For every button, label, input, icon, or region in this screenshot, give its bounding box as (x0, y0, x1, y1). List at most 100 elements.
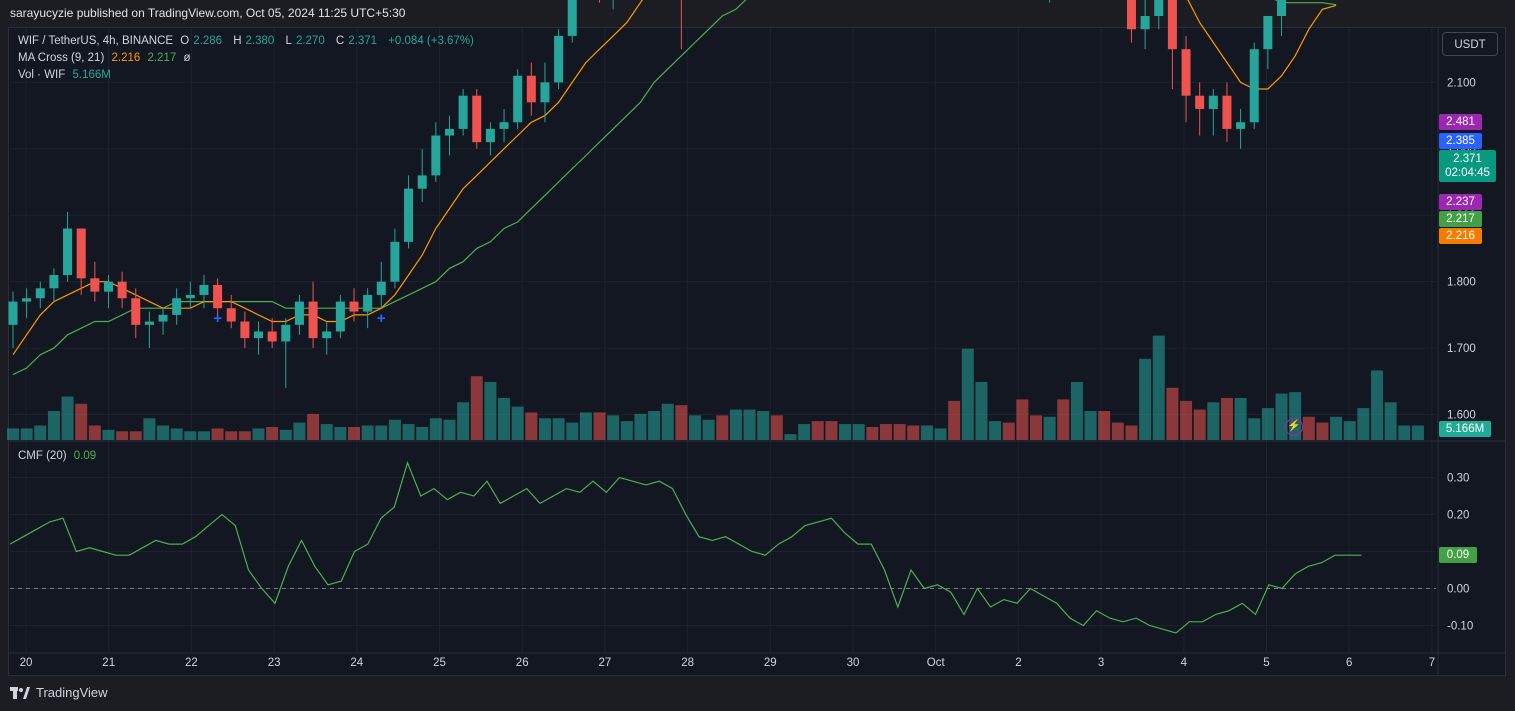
candle-body (35, 288, 45, 299)
volume-bar (743, 409, 756, 440)
vol-label[interactable]: Vol · WIF (18, 69, 66, 81)
legend-ma-row[interactable]: MA Cross (9, 21) 2.216 2.217 ø (18, 52, 194, 64)
volume-bar (579, 412, 592, 440)
candle-body (499, 122, 509, 129)
volume-bar (757, 411, 770, 440)
time-axis-label: 2 (1015, 657, 1021, 669)
candle-body (267, 331, 277, 342)
volume-bar (1057, 399, 1070, 440)
legend-symbol-row[interactable]: WIF / TetherUS, 4h, BINANCE O 2.286 H 2.38… (18, 35, 478, 47)
volume-bar (375, 425, 388, 440)
candle-body (172, 298, 182, 315)
price-axis-label: 2.100 (1447, 77, 1476, 89)
time-axis-label: 20 (20, 657, 33, 669)
ma-cross-marker: + (377, 310, 386, 327)
time-axis-label: Oct (927, 657, 946, 669)
volume-bar (1220, 397, 1233, 440)
candle-body (554, 35, 564, 83)
ma-label[interactable]: MA Cross (9, 21) (18, 52, 105, 64)
ma-cross-marker: + (213, 310, 222, 327)
price-axis-label: 1.600 (1447, 410, 1476, 422)
volume-bar (1002, 422, 1015, 440)
volume-bar (729, 409, 742, 440)
candle-body (1126, 0, 1136, 30)
time-axis-label: 6 (1346, 657, 1352, 669)
ohlc-high: H 2.380 (233, 35, 275, 47)
volume-bar (211, 428, 224, 440)
chart-frame[interactable] (8, 27, 1506, 676)
lightning-icon[interactable]: ⚡ (1285, 418, 1303, 436)
ma-fast-value: 2.216 (111, 52, 141, 64)
candle-body (117, 281, 127, 299)
candle-body (1222, 95, 1232, 129)
time-axis-label: 5 (1263, 657, 1269, 669)
ma-fast-price-tag: 2.216 (1439, 228, 1482, 244)
volume-bar (47, 411, 60, 440)
volume-bar (1371, 370, 1383, 440)
volume-bar (457, 402, 470, 440)
candle-body (213, 284, 223, 309)
volume-bar (1152, 335, 1165, 440)
volume-bar (893, 424, 906, 440)
currency-button[interactable]: USDT (1442, 32, 1498, 56)
volume-bar (197, 431, 210, 440)
volume-bar (716, 415, 729, 440)
volume-bar (416, 426, 429, 440)
volume-bar (620, 421, 633, 440)
volume-bar (61, 396, 74, 440)
candle-body (199, 284, 209, 295)
volume-bar (525, 412, 538, 440)
candle-body (63, 228, 73, 276)
volume-bar (1275, 393, 1288, 440)
volume-bar (1330, 416, 1343, 440)
candle-body (1181, 49, 1191, 96)
volume-bar (266, 426, 279, 440)
candle-body (376, 281, 386, 295)
time-axis-label: 24 (350, 657, 363, 669)
footer-logo[interactable]: TradingView (10, 685, 108, 700)
symbol-name[interactable]: WIF / TetherUS, 4h, BINANCE (18, 35, 174, 47)
volume-bar (88, 425, 101, 440)
volume-bar (75, 403, 88, 440)
cmf-price-tag: 0.09 (1439, 547, 1477, 563)
candle-body (513, 75, 523, 123)
volume-bar (1016, 399, 1029, 440)
candle-body (1208, 95, 1218, 109)
volume-bar (1398, 425, 1411, 440)
candle-body (76, 228, 86, 279)
volume-bar (702, 419, 715, 440)
candle-body (417, 175, 427, 189)
ohlc-open: O 2.286 (180, 35, 223, 47)
volume-bar (879, 424, 892, 440)
volume-bar (334, 426, 347, 440)
volume-bar (157, 425, 170, 440)
legend-cmf-row[interactable]: CMF (20) 0.09 (18, 450, 100, 462)
legend-vol-row[interactable]: Vol · WIF 5.166M (18, 69, 115, 81)
time-axis-label: 25 (433, 657, 446, 669)
candle-body (444, 128, 454, 136)
candle-body (1277, 0, 1287, 16)
vol-value: 5.166M (72, 69, 111, 81)
volume-bar (661, 403, 674, 440)
volume-bar (1261, 408, 1274, 440)
time-axis-label: 26 (516, 657, 529, 669)
volume-bar (102, 429, 115, 440)
cmf-axis-label: 0.30 (1447, 473, 1469, 485)
volume-bar (552, 418, 565, 440)
candle-body (1195, 95, 1205, 109)
candle-body (144, 321, 154, 325)
price-axis-label: 1.800 (1447, 277, 1476, 289)
candle-body (22, 298, 32, 302)
time-axis-label: 7 (1429, 657, 1435, 669)
candle-body (1140, 15, 1150, 30)
volume-bar (443, 419, 456, 440)
volume-bar (1302, 416, 1315, 440)
ma-fast-line (12, 0, 1337, 356)
cmf-label[interactable]: CMF (20) (18, 450, 67, 462)
volume-bar (34, 425, 47, 440)
volume-bar (648, 411, 661, 440)
volume-bar (143, 418, 156, 440)
grid (8, 28, 1506, 675)
candle-body (49, 275, 59, 289)
